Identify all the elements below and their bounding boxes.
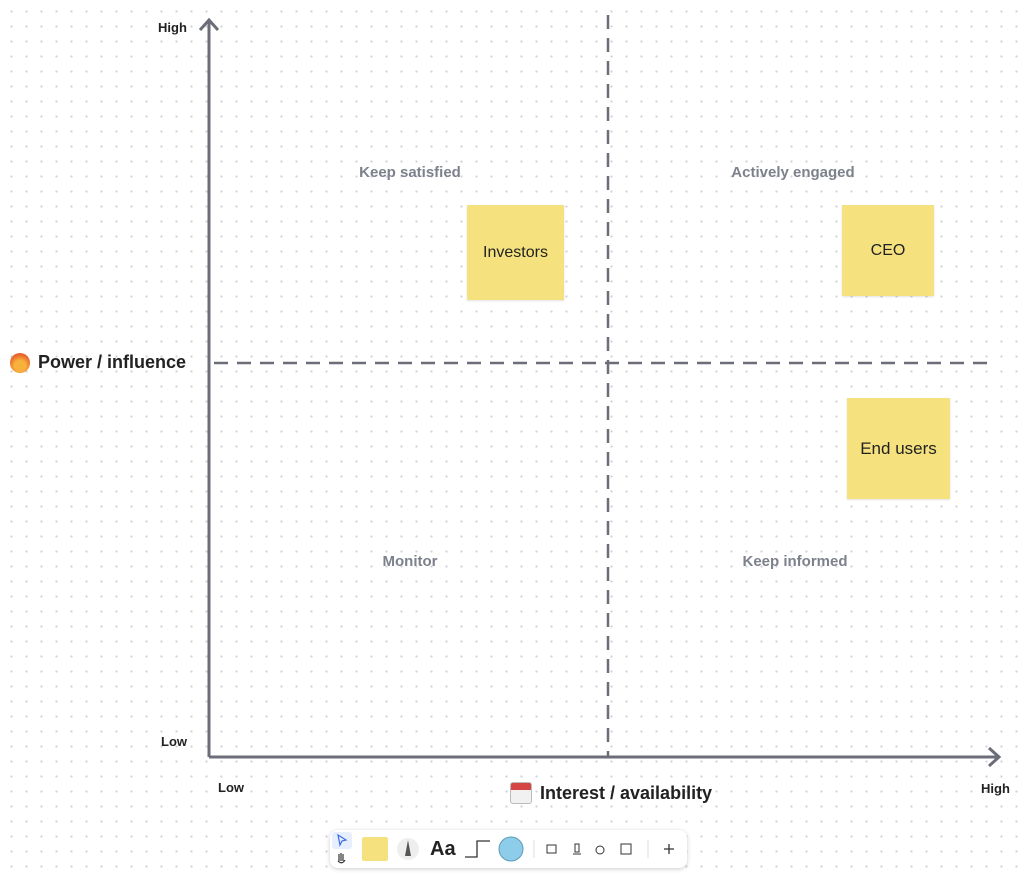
text-tool[interactable]: Aa (430, 838, 456, 860)
sticky-note[interactable]: Investors (467, 205, 564, 300)
link-tool[interactable] (595, 845, 605, 855)
y-low: Low (161, 734, 187, 749)
toolbar: Aa (330, 830, 687, 868)
more-tool[interactable] (664, 844, 674, 854)
y-arrow (198, 17, 220, 32)
frame-tool[interactable] (546, 844, 557, 854)
x-axis-title: Interest / availability (540, 782, 713, 803)
connector-tool[interactable] (465, 840, 490, 858)
x-high: High (981, 781, 1010, 796)
toolbar-icons (332, 832, 674, 864)
template-tool[interactable] (620, 843, 632, 855)
quadrant-label: Monitor (382, 553, 438, 570)
fire-icon (10, 352, 30, 373)
shape-tool[interactable] (498, 836, 524, 862)
x-axis-label: Interest / availability (510, 782, 712, 804)
select-icon (337, 833, 348, 847)
quadrant-label: Keep informed (742, 553, 848, 570)
x-arrow (987, 746, 1002, 768)
calendar-icon (510, 782, 532, 804)
sticky-note[interactable]: End users (847, 398, 950, 499)
quadrant-label: Actively engaged (731, 164, 855, 181)
sticky-tool[interactable] (362, 837, 388, 861)
quadrant-label: Keep satisfied (359, 164, 461, 181)
y-axis-title: Power / influence (38, 352, 187, 372)
y-high: High (158, 20, 187, 35)
stamp-tool[interactable] (573, 843, 581, 855)
x-low: Low (218, 780, 244, 795)
y-axis-label: Power / influence (10, 352, 186, 373)
sticky-note[interactable]: CEO (842, 205, 934, 296)
hand-tool[interactable] (337, 853, 346, 864)
pen-icon (405, 840, 411, 856)
